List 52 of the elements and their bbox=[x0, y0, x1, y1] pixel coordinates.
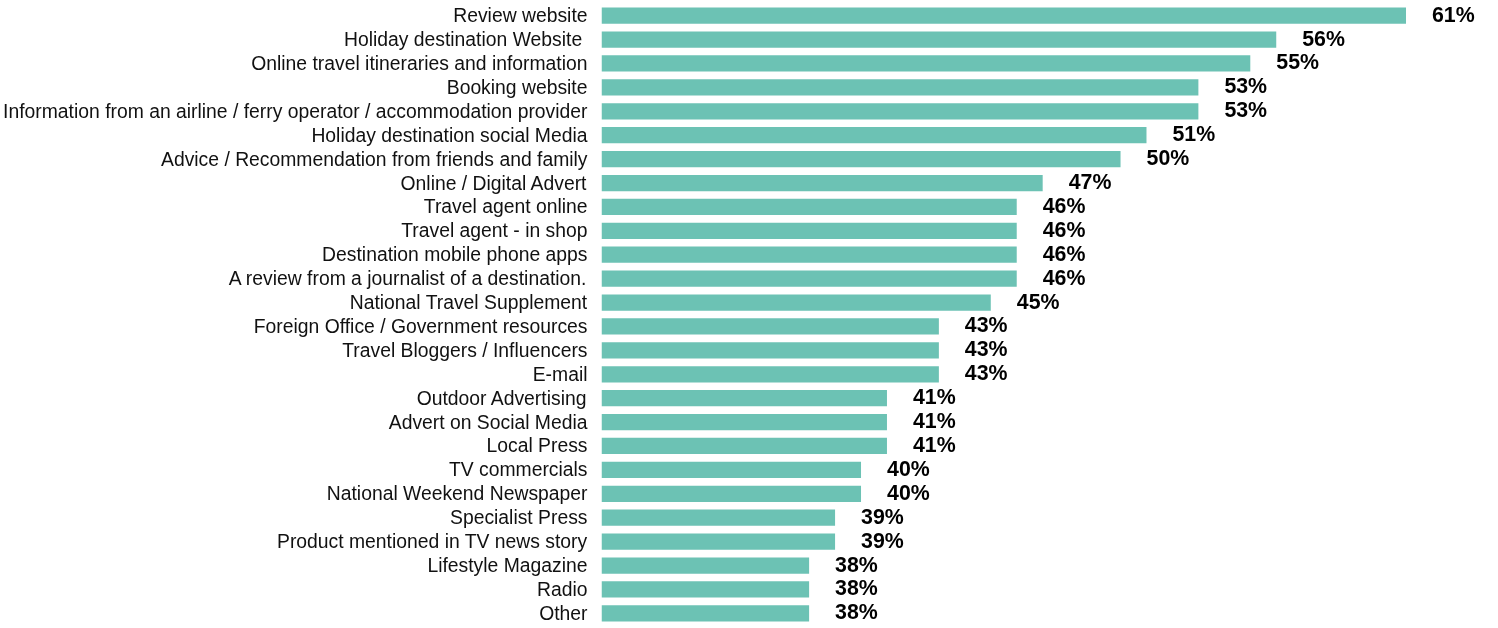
data-label: 56% bbox=[1302, 26, 1345, 51]
y-tick-label: Advice / Recommendation from friends and family bbox=[161, 148, 588, 170]
data-label: 38% bbox=[835, 600, 878, 625]
y-tick-label: Information from an airline / ferry operator / accommodation provider bbox=[3, 100, 589, 122]
data-label: 46% bbox=[1042, 217, 1086, 242]
y-tick-label: Product mentioned in TV news story bbox=[277, 531, 588, 553]
data-label: 53% bbox=[1224, 74, 1268, 99]
data-label: 55% bbox=[1276, 50, 1320, 75]
data-label: 38% bbox=[835, 552, 878, 577]
data-label: 41% bbox=[912, 409, 956, 434]
data-label: 41% bbox=[912, 432, 956, 457]
y-tick-label: Lifestyle Magazine bbox=[427, 555, 588, 577]
y-tick-label: TV commercials bbox=[448, 459, 588, 481]
data-label: 43% bbox=[964, 337, 1008, 362]
data-label: 45% bbox=[1016, 289, 1060, 314]
data-label: 43% bbox=[964, 313, 1008, 338]
y-tick-label: Holiday destination social Media bbox=[311, 124, 588, 146]
y-tick-label: Specialist Press bbox=[450, 507, 588, 529]
y-tick-label: Other bbox=[539, 602, 589, 624]
data-label: 47% bbox=[1068, 170, 1112, 195]
y-tick-label: National Travel Supplement bbox=[349, 292, 588, 314]
data-label: 40% bbox=[887, 456, 930, 481]
data-label: 46% bbox=[1042, 265, 1086, 290]
data-label: 46% bbox=[1042, 241, 1086, 266]
data-label: 39% bbox=[861, 528, 904, 553]
data-label: 51% bbox=[1172, 122, 1216, 147]
y-tick-label: Holiday destination Website bbox=[343, 29, 583, 51]
data-label: 39% bbox=[861, 504, 904, 529]
y-tick-label: Foreign Office / Government resources bbox=[253, 315, 588, 337]
y-tick-label: Booking website bbox=[446, 76, 588, 98]
y-tick-label: Radio bbox=[537, 578, 588, 600]
y-tick-label: Travel agent online bbox=[423, 196, 588, 218]
y-tick-label: A review from a journalist of a destination. bbox=[228, 268, 587, 290]
data-label: 41% bbox=[912, 385, 956, 410]
y-tick-label: Online travel itineraries and information bbox=[251, 52, 588, 74]
data-label: 53% bbox=[1224, 98, 1268, 123]
y-tick-label: Travel agent - in shop bbox=[401, 220, 588, 242]
y-tick-label: Online / Digital Advert bbox=[400, 172, 588, 194]
data-label: 46% bbox=[1042, 193, 1086, 218]
y-tick-label: E-mail bbox=[532, 363, 588, 385]
y-tick-label: Travel Bloggers / Influencers bbox=[342, 339, 588, 361]
y-tick-label: Local Press bbox=[486, 435, 588, 457]
data-label: 50% bbox=[1146, 146, 1190, 171]
y-tick-label: Outdoor Advertising bbox=[416, 387, 587, 409]
data-label: 61% bbox=[1432, 2, 1475, 27]
y-tick-label: Destination mobile phone apps bbox=[322, 244, 588, 266]
data-label: 38% bbox=[835, 576, 878, 601]
y-tick-label: Review website bbox=[453, 5, 588, 27]
data-label: 43% bbox=[964, 361, 1008, 386]
y-tick-label: Advert on Social Media bbox=[388, 411, 588, 433]
data-label: 40% bbox=[887, 480, 930, 505]
y-tick-label: National Weekend Newspaper bbox=[326, 483, 589, 505]
